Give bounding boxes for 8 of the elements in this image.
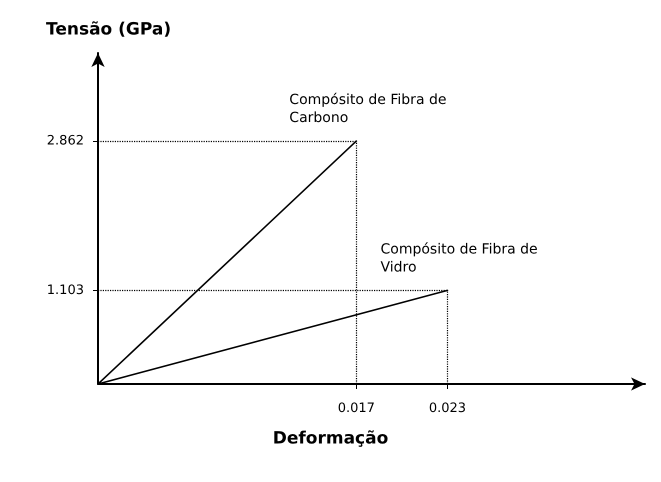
- y-tick-label: 1.103: [46, 282, 84, 298]
- y-tick-label: 2.862: [46, 134, 84, 149]
- x-tick-label: 0.023: [428, 401, 466, 416]
- x-tick-label: 0.017: [338, 401, 375, 416]
- text: Compósito de Fibra de Vidro: [380, 241, 542, 276]
- text: Compósito de Fibra de Carbono: [289, 92, 451, 126]
- x-axis-title: Deformação: [272, 428, 388, 448]
- y-axis-title: Tensão (GPa): [46, 20, 172, 40]
